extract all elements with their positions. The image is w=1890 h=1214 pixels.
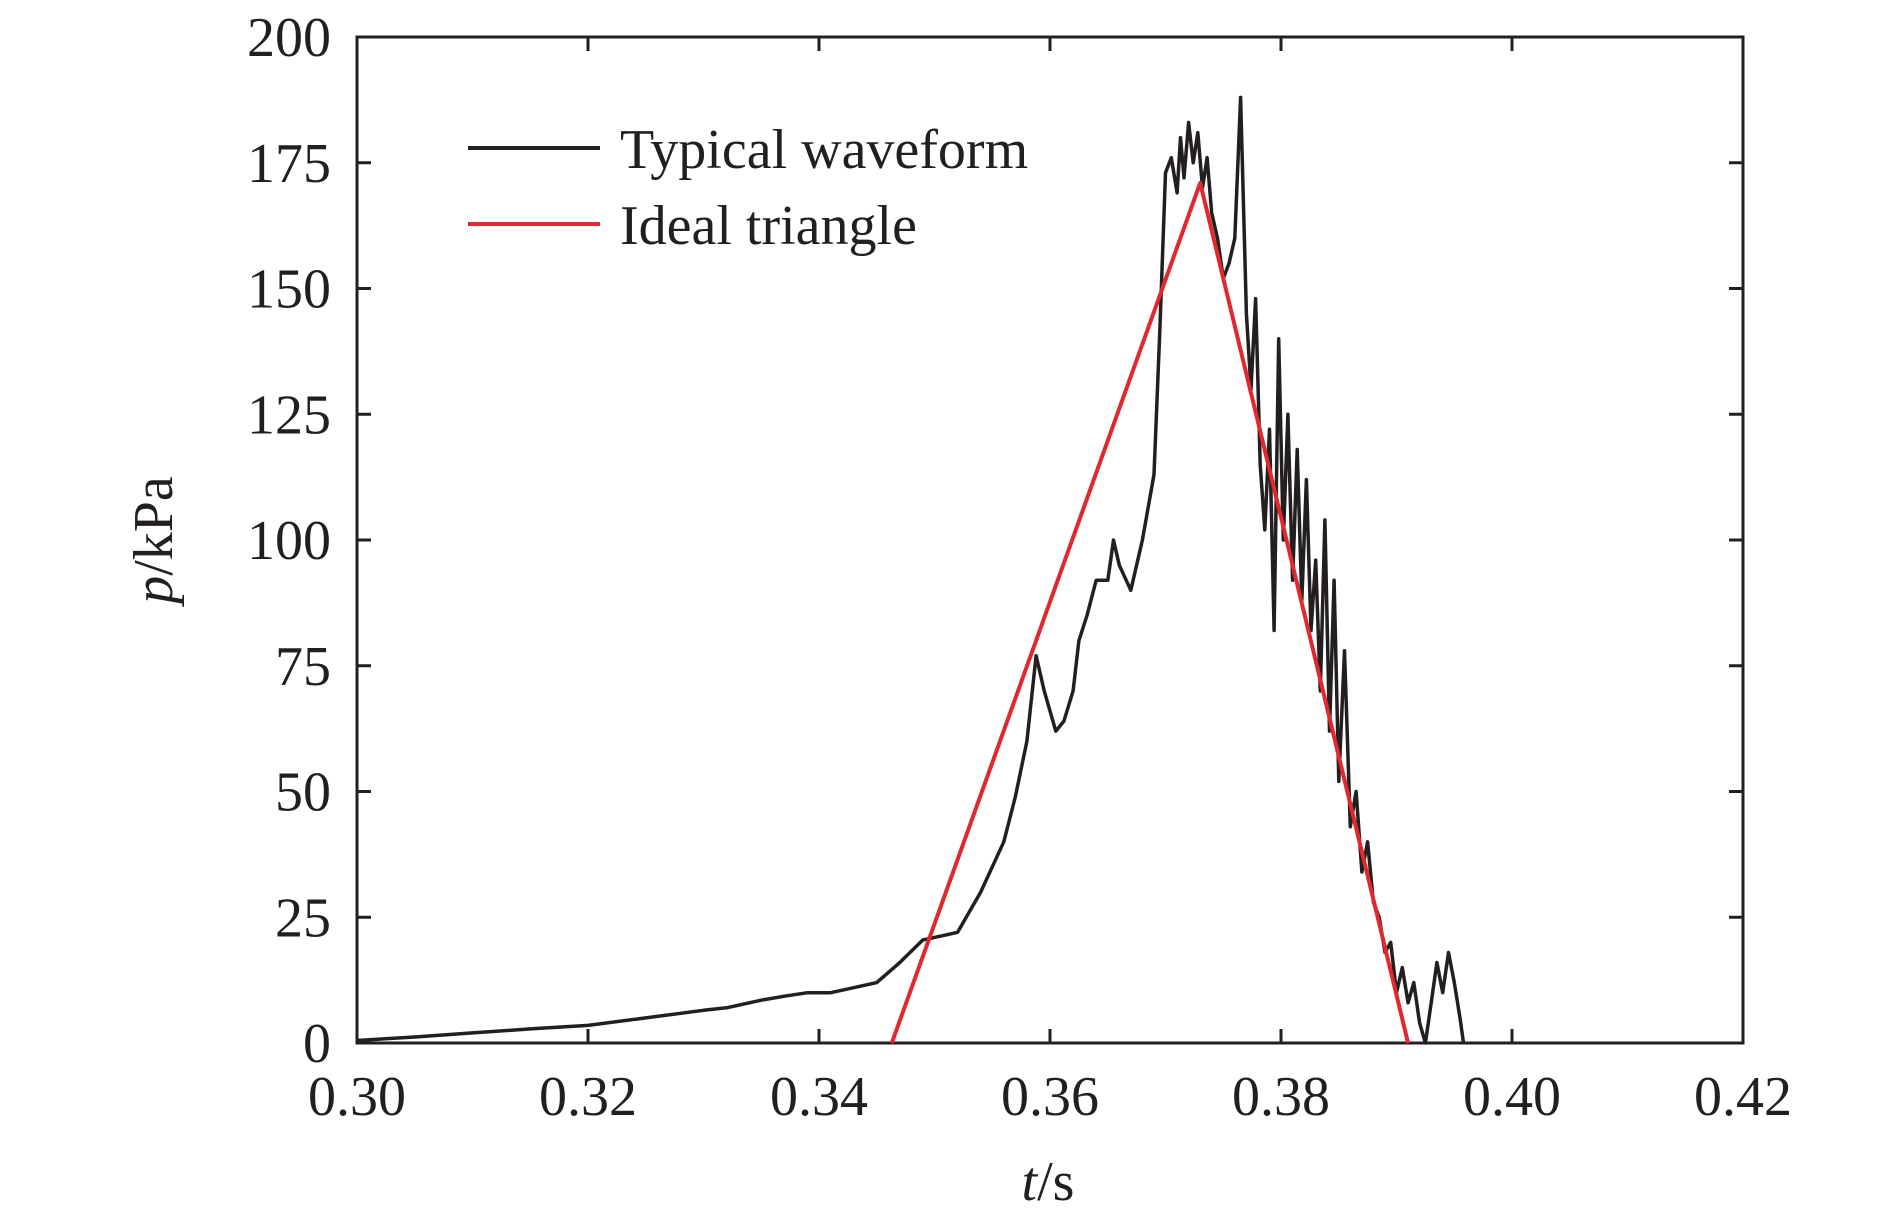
x-tick-label: 0.34 <box>770 1066 868 1128</box>
y-axis-ticks: 0 25 50 75 100 125 150 175 200 <box>247 7 1743 1075</box>
y-axis-label: p/kPa <box>123 476 185 608</box>
x-axis-label-unit: /s <box>1037 1151 1074 1213</box>
x-axis-ticks: 0.30 0.32 0.34 0.36 0.38 0.40 0.42 <box>308 37 1792 1128</box>
y-tick-label: 125 <box>247 384 331 446</box>
y-tick-label: 175 <box>247 133 331 195</box>
y-tick-label: 25 <box>275 887 331 949</box>
x-tick-label: 0.30 <box>308 1066 406 1128</box>
y-tick-label: 75 <box>275 636 331 698</box>
x-tick-label: 0.36 <box>1001 1066 1099 1128</box>
y-axis-label-unit: /kPa <box>123 476 185 576</box>
x-tick-label: 0.40 <box>1463 1066 1561 1128</box>
y-tick-label: 50 <box>275 762 331 824</box>
y-tick-label: 100 <box>247 510 331 572</box>
plot-frame <box>355 35 1745 1045</box>
x-tick-label: 0.42 <box>1694 1066 1792 1128</box>
y-axis-label-var: p <box>123 576 185 608</box>
x-axis-label: t/s <box>1022 1151 1075 1213</box>
x-tick-label: 0.32 <box>539 1066 637 1128</box>
legend-label-ideal-triangle: Ideal triangle <box>620 195 917 257</box>
y-tick-label: 0 <box>303 1013 331 1075</box>
y-tick-label: 200 <box>247 7 331 69</box>
legend: Typical waveform Ideal triangle <box>468 119 1028 257</box>
legend-label-typical-waveform: Typical waveform <box>620 119 1028 181</box>
series-layer <box>356 95 1466 1045</box>
x-axis-label-var: t <box>1022 1151 1039 1213</box>
y-tick-label: 150 <box>247 259 331 321</box>
x-tick-label: 0.38 <box>1232 1066 1330 1128</box>
series-line-ideal-triangle <box>889 180 1411 1044</box>
